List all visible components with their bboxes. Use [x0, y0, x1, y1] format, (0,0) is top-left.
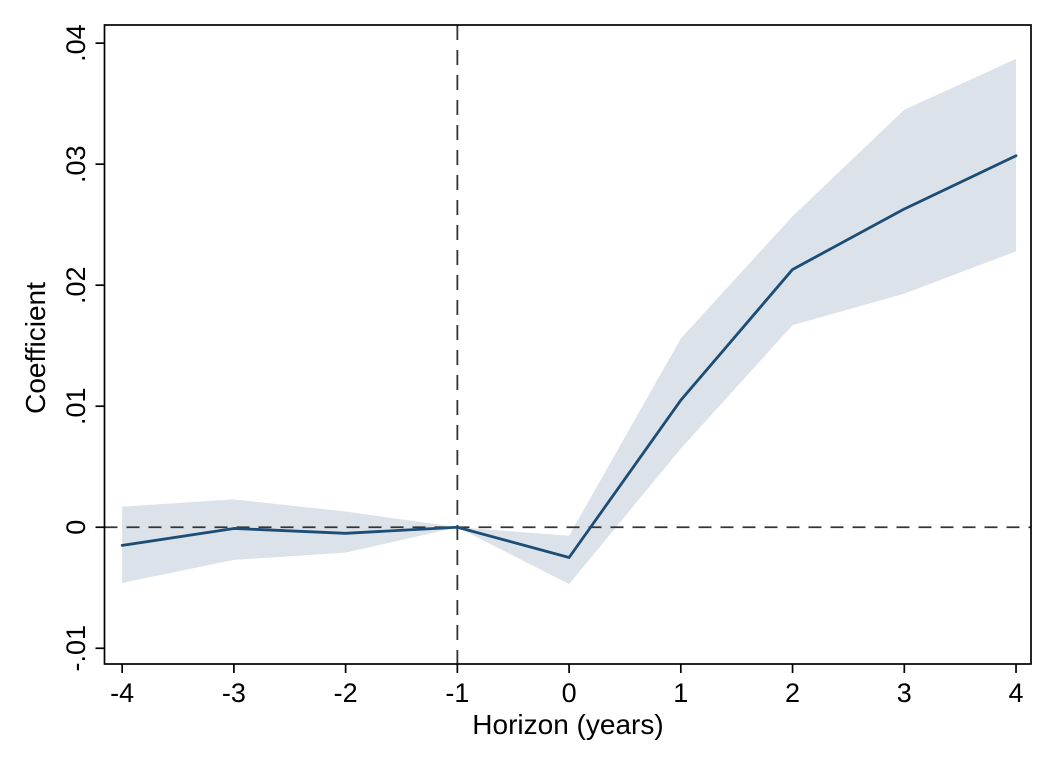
plot-frame: [103, 24, 1032, 665]
y-tick-label: 0: [61, 520, 91, 535]
x-tick-label: 3: [897, 678, 912, 708]
axis-ticks-layer: -4 -3 -2 -1 0 1 2 3 4 -.01 0 .01 .02 .03 .04: [61, 24, 1024, 708]
x-tick-label: 0: [562, 678, 577, 708]
y-tick-label: .03: [61, 145, 91, 183]
y-tick-label: .04: [61, 24, 91, 62]
coefficient-line: [120, 154, 1018, 559]
x-tick-label: -3: [222, 678, 246, 708]
confidence-band: [122, 58, 1017, 585]
y-tick-label: -.01: [61, 625, 91, 672]
y-tick-label: .01: [61, 387, 91, 425]
y-tick-label: .02: [61, 266, 91, 304]
x-tick-label: 1: [673, 678, 688, 708]
x-tick-label: 2: [785, 678, 800, 708]
axes-frame-layer: [103, 24, 1032, 665]
x-tick-label: -2: [334, 678, 358, 708]
x-axis-title: Horizon (years): [472, 709, 663, 740]
confidence-band-layer: [122, 58, 1017, 585]
x-tick-label: -4: [110, 678, 134, 708]
y-axis-title: Coefficient: [20, 282, 51, 414]
coefficient-line-layer: [120, 154, 1018, 559]
reference-lines-layer: [104, 25, 1031, 664]
x-tick-label: -1: [445, 678, 469, 708]
x-tick-label: 4: [1009, 678, 1024, 708]
